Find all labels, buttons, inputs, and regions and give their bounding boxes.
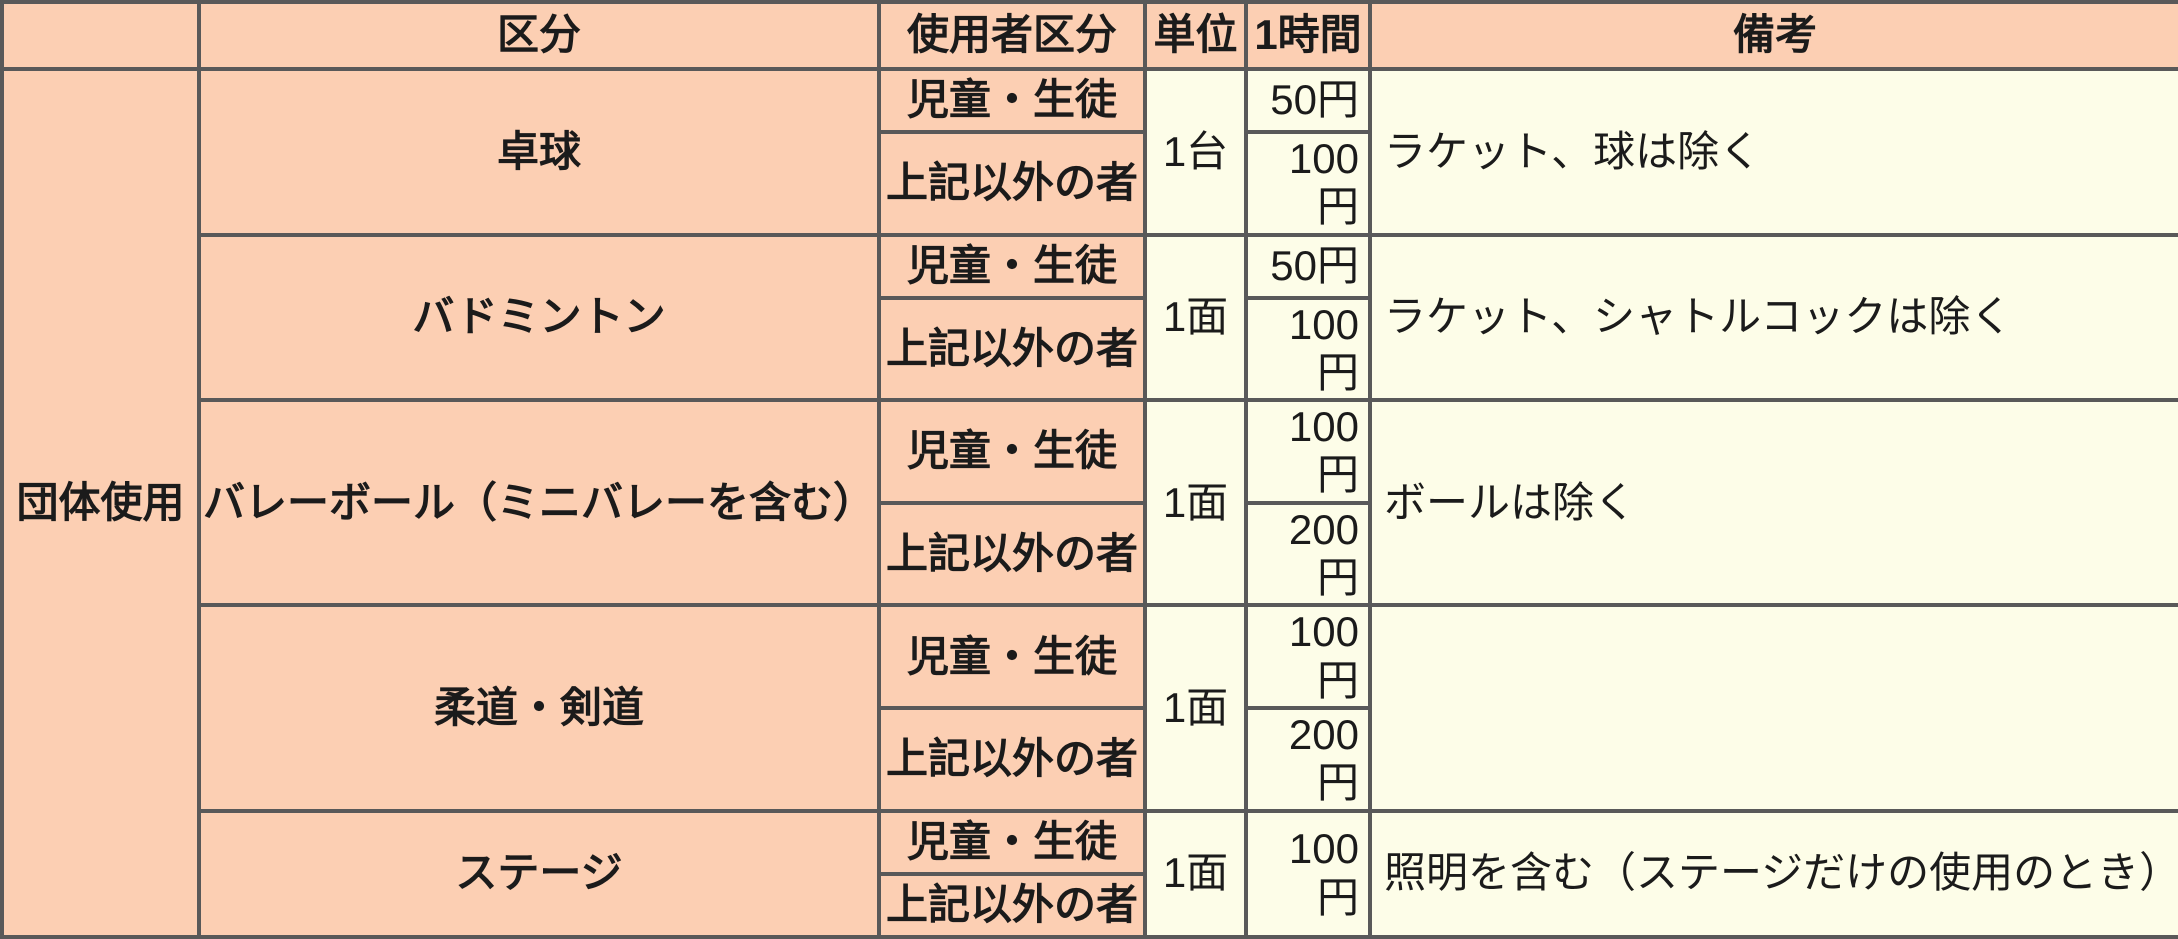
header-unit: 単位 xyxy=(1143,0,1248,71)
category-cell: バレーボール（ミニバレーを含む） xyxy=(197,398,881,608)
user-type-cell: 上記以外の者 xyxy=(877,871,1147,939)
fee-cell: 100円 xyxy=(1244,130,1372,237)
fee-cell: 200円 xyxy=(1244,705,1372,813)
unit-cell: 1面 xyxy=(1143,232,1248,403)
fee-cell: 100円 xyxy=(1244,295,1372,403)
remarks-cell: ラケット、シャトルコックは除く xyxy=(1368,232,2178,403)
table-row: 上記以外の者 200円 xyxy=(2,500,2178,608)
unit-cell: 1面 xyxy=(1143,808,1248,939)
user-type-cell: 上記以外の者 xyxy=(877,705,1147,813)
user-type-cell: 児童・生徒 xyxy=(877,67,1147,134)
header-remarks: 備考 xyxy=(1368,0,2178,71)
fee-cell: 100円 xyxy=(1244,398,1372,505)
header-group-blank xyxy=(0,0,201,71)
remarks-cell: 照明を含む（ステージだけの使用のとき） xyxy=(1368,808,2178,939)
category-cell: ステージ xyxy=(197,808,881,939)
header-user-type: 使用者区分 xyxy=(877,0,1147,71)
table-row: 柔道・剣道 児童・生徒 1面 100円 xyxy=(2,603,2178,813)
table-row: バレーボール（ミニバレーを含む） 児童・生徒 1面 100円 ボールは除く xyxy=(2,398,2178,608)
remarks-cell: ラケット、球は除く xyxy=(1368,67,2178,237)
user-type-cell: 上記以外の者 xyxy=(877,130,1147,237)
user-type-cell: 上記以外の者 xyxy=(877,295,1147,403)
header-row: 区分 使用者区分 単位 1時間 備考 xyxy=(0,0,2178,71)
table-row: 上記以外の者 100円 xyxy=(2,295,2178,403)
table-row: 上記以外の者 100円 xyxy=(2,130,2178,237)
fee-cell: 50円 xyxy=(1244,67,1372,134)
table-row: ステージ 児童・生徒 1面 100円 照明を含む（ステージだけの使用のとき） xyxy=(2,808,2178,939)
fee-cell: 100円 xyxy=(1244,603,1372,710)
header-category: 区分 xyxy=(197,0,881,71)
user-type-cell: 児童・生徒 xyxy=(877,398,1147,505)
user-type-cell: 児童・生徒 xyxy=(877,808,1147,876)
remarks-cell xyxy=(1368,603,2178,813)
table-row: バドミントン 児童・生徒 1面 50円 ラケット、シャトルコックは除く xyxy=(2,232,2178,403)
category-cell: 柔道・剣道 xyxy=(197,603,881,813)
fee-cell: 50円 xyxy=(1244,232,1372,300)
user-type-cell: 上記以外の者 xyxy=(877,500,1147,608)
category-cell: 卓球 xyxy=(197,67,881,237)
user-type-cell: 児童・生徒 xyxy=(877,603,1147,710)
unit-cell: 1台 xyxy=(1143,67,1248,237)
user-type-cell: 児童・生徒 xyxy=(877,232,1147,300)
unit-cell: 1面 xyxy=(1143,398,1248,608)
header-per-hour: 1時間 xyxy=(1244,0,1372,71)
table-row: 団体使用 卓球 児童・生徒 1台 50円 ラケット、球は除く xyxy=(0,67,2178,939)
category-cell: バドミントン xyxy=(197,232,881,403)
remarks-cell: ボールは除く xyxy=(1368,398,2178,608)
fee-cell: 200円 xyxy=(1244,500,1372,608)
group-use-cell: 団体使用 xyxy=(0,67,201,939)
fee-cell: 100円 xyxy=(1244,808,1372,939)
unit-cell: 1面 xyxy=(1143,603,1248,813)
